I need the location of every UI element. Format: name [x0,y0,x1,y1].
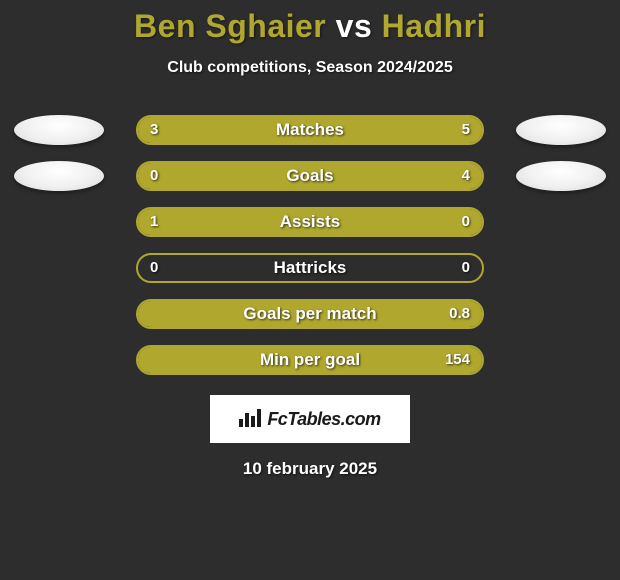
fill-right [138,347,482,373]
logo-text: FcTables.com [267,409,380,430]
stat-label: Hattricks [138,255,482,281]
stat-row: 0 Goals 4 [0,161,620,191]
stat-row: Goals per match 0.8 [0,299,620,329]
chart-container: Ben Sghaier vs Hadhri Club competitions,… [0,0,620,479]
avatar-left [14,115,104,145]
subtitle: Club competitions, Season 2024/2025 [0,59,620,77]
stat-bar: 0 Hattricks 0 [136,253,484,283]
stat-bar: Min per goal 154 [136,345,484,375]
stat-row: 0 Hattricks 0 [0,253,620,283]
fill-right [138,301,482,327]
date-text: 10 february 2025 [0,459,620,479]
stats-list: 3 Matches 5 0 Goals 4 1 Assists [0,115,620,375]
stat-row: 3 Matches 5 [0,115,620,145]
stat-value-right: 0 [462,255,470,281]
stat-bar: 0 Goals 4 [136,161,484,191]
avatar-right [516,115,606,145]
player1-name: Ben Sghaier [134,8,326,44]
stat-value-left: 0 [150,255,158,281]
fill-right [403,209,482,235]
stat-bar: 3 Matches 5 [136,115,484,145]
avatar-right [516,161,606,191]
avatar-left [14,161,104,191]
fill-left [138,163,200,189]
player2-name: Hadhri [382,8,486,44]
fill-right [200,163,482,189]
stat-bar: 1 Assists 0 [136,207,484,237]
vs-text: vs [336,8,373,44]
page-title: Ben Sghaier vs Hadhri [0,8,620,45]
stat-bar: Goals per match 0.8 [136,299,484,329]
chart-icon [239,407,261,432]
fill-left [138,209,403,235]
logo-box: FcTables.com [210,395,410,443]
fill-left [138,117,267,143]
stat-row: 1 Assists 0 [0,207,620,237]
fill-right [267,117,482,143]
stat-row: Min per goal 154 [0,345,620,375]
